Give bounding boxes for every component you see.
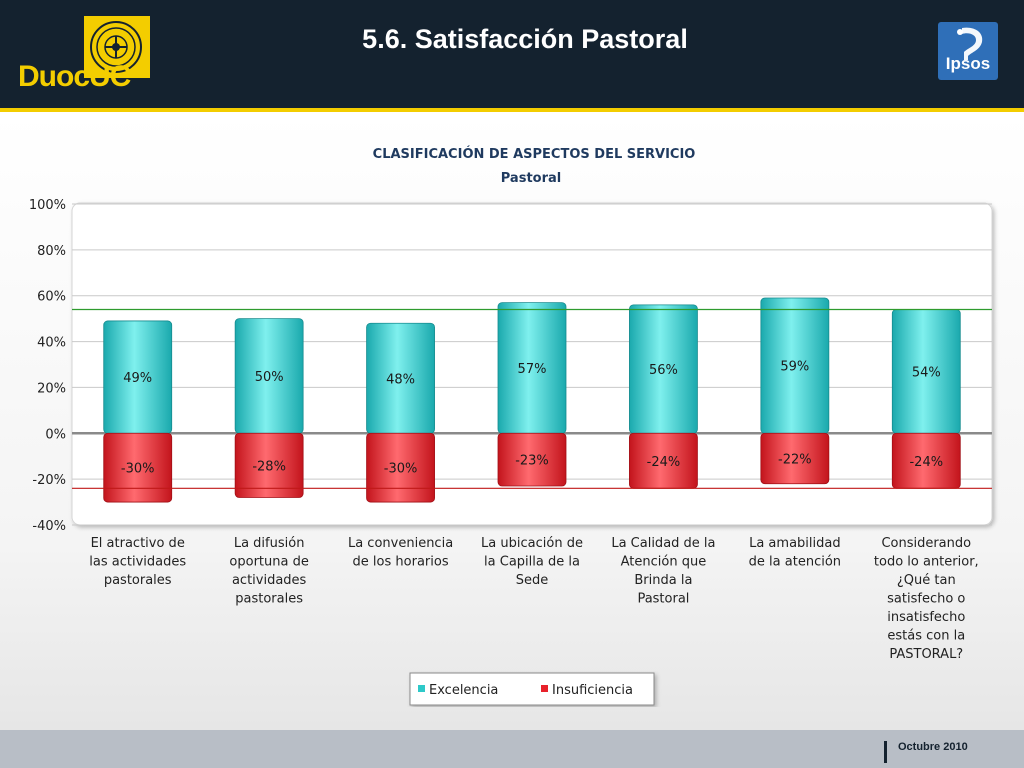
data-label-excelencia: 48% (386, 372, 415, 387)
data-label-excelencia: 49% (123, 371, 152, 386)
bar-insuficiencia (760, 432, 830, 485)
footer-date: Octubre 2010 (898, 741, 968, 753)
header-divider (0, 108, 1024, 112)
duoc-logo-text: DuocUC (18, 60, 131, 93)
seal-icon (90, 21, 142, 73)
bars (103, 297, 961, 503)
chart-subtitle: Pastoral (501, 171, 561, 186)
footer-divider (884, 741, 887, 763)
data-label-excelencia: 59% (780, 360, 809, 375)
bar-chart: CLASIFICACIÓN DE ASPECTOS DEL SERVICIO P… (29, 146, 993, 706)
legend-box (409, 672, 655, 706)
data-label-excelencia: 57% (518, 362, 547, 377)
data-labels: 49% -30% 50% -28% 48% -30% 57% -23% 56% -24% 59% -2… (121, 360, 943, 477)
data-label-insuficiencia: -30% (121, 462, 155, 477)
category-label: El atractivo de las actividades pastorales (89, 536, 186, 588)
data-label-insuficiencia: -24% (647, 455, 681, 470)
duoc-seal-badge (84, 16, 150, 78)
ipsos-figure-icon (957, 27, 983, 60)
data-label-excelencia: 56% (649, 363, 678, 378)
legend: Excelencia Insuficiencia (409, 672, 655, 706)
data-label-insuficiencia: -30% (384, 462, 418, 477)
footer-bar (0, 730, 1024, 768)
legend-label-excelencia: Excelencia (429, 683, 498, 698)
bar-insuficiencia (497, 432, 567, 487)
category-label: Considerando todo lo anterior, ¿Qué tan sat… (874, 536, 979, 662)
reference-lines (72, 308, 992, 489)
chart-title: CLASIFICACIÓN DE ASPECTOS DEL SERVICIO (373, 146, 696, 162)
category-label: La difusión oportuna de actividades pastora… (229, 536, 308, 607)
x-axis-labels: El atractivo de las actividades pastorales… (89, 536, 978, 662)
slide-title: 5.6. Satisfacción Pastoral (362, 24, 688, 54)
category-label: La Calidad de la Atención que Brinda la Pas… (611, 536, 715, 607)
ipsos-logo-text: Ipsos (945, 54, 991, 73)
y-tick-label: -40% (32, 519, 66, 534)
y-tick-label: 60% (37, 290, 66, 305)
y-tick-label: 100% (29, 198, 66, 213)
bar-insuficiencia (234, 432, 304, 498)
legend-swatch-insuficiencia (541, 685, 548, 692)
header-bar (0, 0, 1024, 108)
y-tick-label: -20% (32, 473, 66, 488)
data-label-excelencia: 50% (255, 370, 284, 385)
bar-insuficiencia (366, 432, 435, 503)
y-tick-label: 40% (37, 336, 66, 351)
data-label-insuficiencia: -22% (778, 453, 812, 468)
data-label-insuficiencia: -23% (515, 454, 549, 469)
duoc-uc-logo: DuocUC (18, 16, 150, 94)
category-label: La ubicación de la Capilla de la Sede (481, 536, 583, 588)
data-label-insuficiencia: -24% (909, 455, 943, 470)
y-axis-labels: -40% -20% 0% 20% 40% 60% 80% 100% (29, 198, 66, 534)
y-tick-label: 80% (37, 244, 66, 259)
legend-label-insuficiencia: Insuficiencia (552, 683, 633, 698)
y-tick-label: 20% (37, 381, 66, 396)
data-label-excelencia: 54% (912, 365, 941, 380)
legend-swatch-excelencia (418, 685, 425, 692)
bar-insuficiencia (103, 432, 173, 503)
category-label: La amabilidad de la atención (749, 536, 841, 570)
ipsos-logo: Ipsos (938, 22, 998, 80)
data-label-insuficiencia: -28% (252, 459, 286, 474)
category-label: La conveniencia de los horarios (348, 536, 453, 570)
y-tick-label: 0% (45, 427, 66, 442)
